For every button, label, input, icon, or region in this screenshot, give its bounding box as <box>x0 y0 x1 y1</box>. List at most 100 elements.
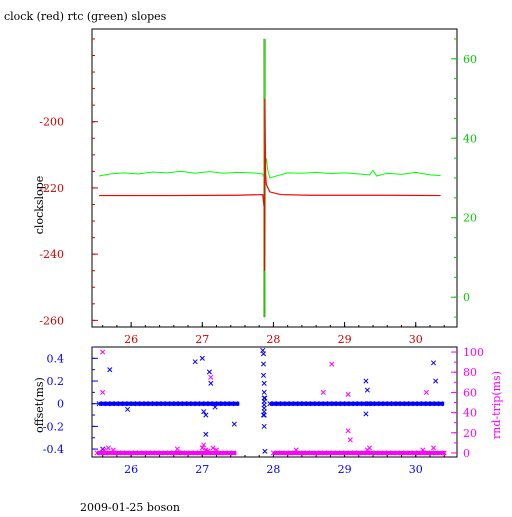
roundtrip-point <box>416 450 422 456</box>
roundtrip-point <box>377 450 383 456</box>
offset-point <box>438 401 444 407</box>
left-y-tick-label: -0.2 <box>43 420 64 433</box>
roundtrip-point <box>154 450 160 456</box>
offset-point <box>126 401 132 407</box>
roundtrip-point <box>101 447 107 453</box>
offset-point <box>378 401 384 407</box>
right-y-tick-label: 60 <box>463 386 477 399</box>
bottom-y2-axis-label: rnd-trip(ms) <box>490 371 503 439</box>
x-tick-label: 27 <box>195 463 209 476</box>
roundtrip-point <box>305 450 311 456</box>
roundtrip-point <box>218 450 224 456</box>
top-y-axis-label: clockslope <box>33 176 46 234</box>
offset-point <box>199 355 205 361</box>
offset-point <box>280 401 286 407</box>
offset-point <box>224 401 230 407</box>
roundtrip-point <box>356 450 362 456</box>
roundtrip-point <box>300 450 306 456</box>
roundtrip-point <box>137 450 143 456</box>
roundtrip-point <box>201 450 207 456</box>
offset-point <box>169 401 175 407</box>
offset-point <box>305 401 311 407</box>
offset-point <box>201 409 207 415</box>
roundtrip-point <box>124 450 130 456</box>
x-tick-label: 27 <box>195 333 209 346</box>
right-y-tick-label: 100 <box>463 346 484 359</box>
offset-point <box>416 401 422 407</box>
offset-point <box>261 395 267 401</box>
roundtrip-point <box>347 437 353 443</box>
offset-point <box>203 412 209 418</box>
roundtrip-point <box>360 450 366 456</box>
roundtrip-point <box>441 450 447 456</box>
offset-point <box>173 401 179 407</box>
roundtrip-point <box>167 450 173 456</box>
roundtrip-point <box>120 450 126 456</box>
offset-point <box>314 401 320 407</box>
offset-point <box>348 401 354 407</box>
x-tick-label: 26 <box>124 333 138 346</box>
offset-point <box>292 401 299 407</box>
roundtrip-point <box>320 389 326 395</box>
right-y-tick-label: 60 <box>463 53 477 66</box>
roundtrip-point <box>329 361 335 367</box>
offset-point <box>260 351 267 357</box>
roundtrip-point <box>201 442 207 448</box>
offset-point <box>425 401 431 407</box>
left-y-tick-label: -240 <box>39 248 64 261</box>
roundtrip-point <box>411 450 417 456</box>
left-y-tick-label: -260 <box>39 314 64 327</box>
offset-point <box>339 401 346 407</box>
roundtrip-point <box>145 450 151 456</box>
x-tick-label: 29 <box>338 463 352 476</box>
roundtrip-point <box>275 450 281 456</box>
rtc-slope-line <box>99 38 441 318</box>
roundtrip-point <box>345 391 351 397</box>
offset-point <box>156 401 162 407</box>
roundtrip-point <box>437 450 443 456</box>
roundtrip-point <box>205 448 211 454</box>
offset-point <box>363 378 369 384</box>
offset-point <box>267 401 273 407</box>
clock-slope-line <box>99 98 441 271</box>
offset-point <box>386 401 392 407</box>
roundtrip-point <box>292 450 298 456</box>
offset-point <box>297 401 303 407</box>
roundtrip-point <box>423 389 429 395</box>
roundtrip-point <box>100 349 106 355</box>
roundtrip-point <box>343 450 349 456</box>
plot-frame <box>91 28 458 328</box>
roundtrip-point <box>231 450 237 456</box>
roundtrip-point <box>313 450 319 456</box>
roundtrip-point <box>394 450 400 456</box>
offset-point <box>412 401 418 407</box>
offset-point <box>130 401 136 407</box>
right-y-tick-label: 40 <box>463 132 477 145</box>
left-y-tick-label: 0.4 <box>47 352 65 365</box>
left-y-tick-label: 0 <box>57 398 64 411</box>
roundtrip-point <box>381 450 387 456</box>
offset-point <box>310 401 316 407</box>
roundtrip-point <box>287 450 294 456</box>
right-y-tick-label: 20 <box>463 212 477 225</box>
roundtrip-point <box>322 450 328 456</box>
offset-point <box>288 401 294 407</box>
roundtrip-point <box>351 450 358 456</box>
roundtrip-point <box>188 450 194 456</box>
roundtrip-point <box>369 450 375 456</box>
offset-point <box>139 401 145 407</box>
offset-point <box>262 448 268 454</box>
offset-point <box>186 401 192 407</box>
roundtrip-point <box>115 450 121 456</box>
right-y-tick-label: 0 <box>463 291 470 304</box>
offset-point <box>105 401 111 407</box>
roundtrip-point <box>110 447 116 453</box>
roundtrip-point <box>209 450 215 456</box>
left-y-tick-label: -0.4 <box>43 443 64 456</box>
left-y-tick-label: -220 <box>39 182 64 195</box>
offset-point <box>192 359 198 365</box>
roundtrip-point <box>390 450 396 456</box>
offset-point <box>194 401 200 407</box>
roundtrip-point <box>210 445 216 451</box>
